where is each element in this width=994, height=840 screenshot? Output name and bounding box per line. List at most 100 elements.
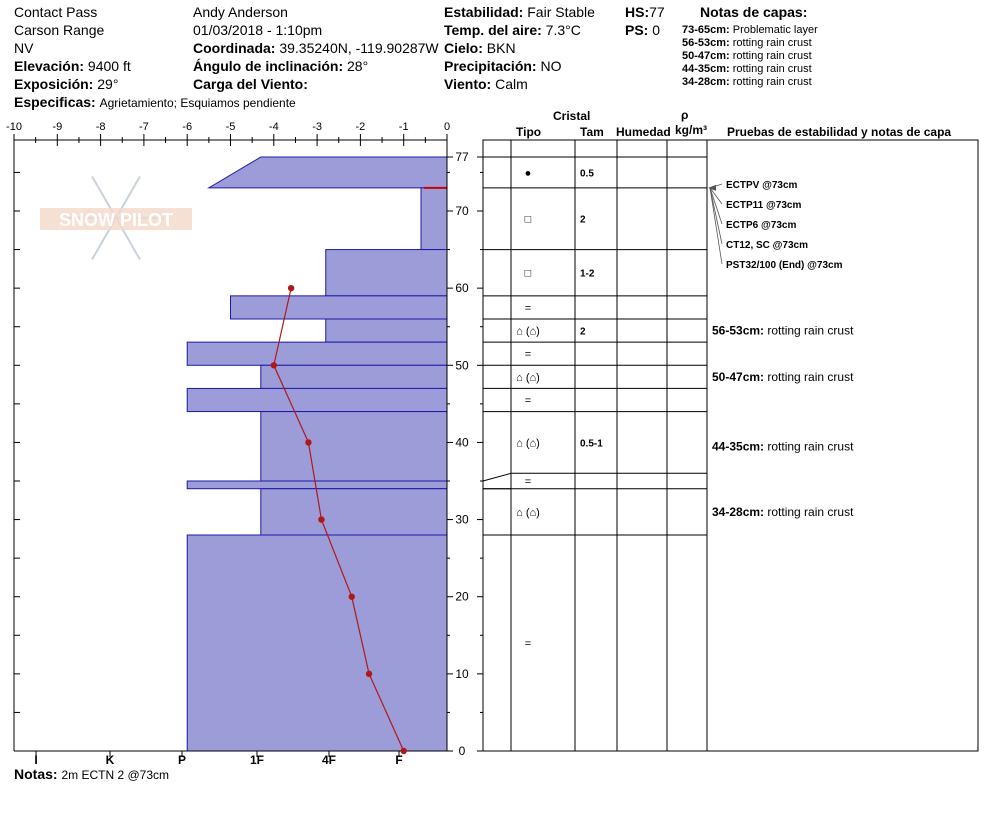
hardness-layer bbox=[260, 364, 448, 389]
layer-crystal-type: = bbox=[525, 638, 531, 650]
col-type: Tipo bbox=[516, 125, 542, 139]
temp-tick-label: -10 bbox=[6, 121, 22, 133]
stability: Estabilidad: Fair Stable bbox=[444, 4, 595, 20]
layer-crystal-type: ⌂ (⌂) bbox=[516, 372, 540, 384]
precipitation: Precipitación: NO bbox=[444, 58, 562, 74]
layer-comment: 34-28cm: rotting rain crust bbox=[712, 505, 854, 519]
stability-test: ECTP11 @73cm bbox=[726, 200, 801, 211]
observer: Andy Anderson bbox=[193, 4, 288, 20]
stability-test-arrow bbox=[709, 187, 723, 245]
hardness-tick-label: F bbox=[395, 753, 402, 767]
temp-tick-label: -1 bbox=[399, 121, 409, 133]
col-rho: ρ bbox=[681, 108, 689, 122]
layer-note: 50-47cm: rotting rain crust bbox=[682, 50, 812, 62]
temp-tick-label: -4 bbox=[269, 121, 279, 133]
col-moisture: Humedad bbox=[616, 125, 671, 139]
layer-crystal-type: ⌂ (⌂) bbox=[516, 437, 540, 449]
sky: Cielo: BKN bbox=[444, 40, 516, 56]
penetration: PS: 0 bbox=[625, 22, 661, 38]
depth-tick-label: 0 bbox=[459, 744, 466, 758]
datetime: 01/03/2018 - 1:10pm bbox=[193, 22, 323, 38]
temp-tick-label: -5 bbox=[226, 121, 236, 133]
aspect: Exposición: 29° bbox=[14, 76, 119, 92]
hardness-layer bbox=[186, 387, 448, 413]
location: Contact Pass bbox=[14, 4, 98, 20]
specifics: Especificas: Agrietamiento; Esquiamos pe… bbox=[14, 94, 296, 110]
layer-crystal-size: 2 bbox=[580, 327, 586, 338]
depth-tick-label: 77 bbox=[455, 150, 469, 164]
depth-tick-label: 60 bbox=[455, 281, 469, 295]
layer-crystal-size: 1-2 bbox=[580, 269, 595, 280]
layer-crystal-type: = bbox=[525, 349, 531, 361]
coordinate: Coordinada: 39.35240N, -119.90287W bbox=[193, 40, 439, 56]
layer-comment: 56-53cm: rotting rain crust bbox=[712, 324, 854, 338]
slope-angle: Ángulo de inclinación: 28° bbox=[193, 58, 369, 74]
layer-comment: 50-47cm: rotting rain crust bbox=[712, 370, 854, 384]
air-temperature: Temp. del aire: 7.3°C bbox=[444, 22, 581, 38]
temp-tick-label: 0 bbox=[444, 121, 450, 133]
hardness-tick-label: 1F bbox=[250, 753, 264, 767]
hardness-tick-label: K bbox=[106, 753, 115, 767]
depth-tick-label: 20 bbox=[455, 590, 469, 604]
stability-test: PST32/100 (End) @73cm bbox=[726, 260, 843, 271]
stability-test-arrow bbox=[709, 187, 723, 225]
stability-test-arrow bbox=[709, 187, 723, 265]
hardness-layer bbox=[325, 318, 448, 343]
temp-tick-label: -2 bbox=[356, 121, 366, 133]
hardness-layer bbox=[260, 488, 448, 536]
layer-note: 73-65cm: Problematic layer bbox=[682, 24, 818, 36]
depth-tick-label: 30 bbox=[455, 513, 469, 527]
temp-tick-label: -9 bbox=[52, 121, 62, 133]
stability-test: ECTP6 @73cm bbox=[726, 220, 796, 231]
state: NV bbox=[14, 40, 34, 56]
hardness-layer bbox=[186, 480, 448, 490]
temperature-point bbox=[305, 439, 312, 446]
temperature-point bbox=[348, 593, 355, 600]
stability-test-arrow bbox=[709, 187, 723, 205]
hardness-layer bbox=[186, 534, 448, 752]
depth-tick-label: 50 bbox=[455, 358, 469, 372]
snow-height: HS:77 bbox=[625, 4, 665, 20]
hardness-tick-label: P bbox=[178, 753, 186, 767]
layer-crystal-type: = bbox=[525, 302, 531, 314]
layer-table-frame bbox=[482, 139, 979, 752]
hardness-layer bbox=[325, 249, 448, 297]
col-crystal: Cristal bbox=[553, 109, 591, 123]
layer-crystal-size: 2 bbox=[580, 215, 586, 226]
layer-crystal-type: = bbox=[525, 395, 531, 407]
layer-crystal-type: ⌂ (⌂) bbox=[516, 507, 540, 519]
layer-comment: 44-35cm: rotting rain crust bbox=[712, 439, 854, 453]
col-density-unit: kg/m³ bbox=[675, 123, 708, 137]
hardness-layer bbox=[207, 156, 448, 189]
temperature-point bbox=[270, 362, 277, 369]
wind-load: Carga del Viento: bbox=[193, 76, 308, 92]
logo-text: SNOW PILOT bbox=[59, 210, 173, 230]
hardness-layer bbox=[420, 187, 448, 251]
layer-note: 56-53cm: rotting rain crust bbox=[682, 37, 812, 49]
layer-notes-title: Notas de capas: bbox=[700, 4, 808, 20]
depth-tick-label: 40 bbox=[455, 435, 469, 449]
layer-note: 44-35cm: rotting rain crust bbox=[682, 63, 812, 75]
notes: Notas: 2m ECTN 2 @73cm bbox=[14, 766, 169, 782]
layer-crystal-type: = bbox=[525, 476, 531, 488]
hardness-layer bbox=[186, 341, 448, 366]
depth-tick-label: 70 bbox=[455, 204, 469, 218]
depth-connector bbox=[482, 472, 512, 482]
temp-tick-label: -3 bbox=[312, 121, 322, 133]
depth-tick-label: 10 bbox=[455, 667, 469, 681]
temperature-point bbox=[400, 747, 407, 755]
hardness-layer bbox=[230, 295, 448, 320]
stability-test: ECTPV @73cm bbox=[726, 180, 798, 191]
temp-tick-label: -8 bbox=[96, 121, 106, 133]
col-tests: Pruebas de estabilidad y notas de capa bbox=[727, 125, 952, 139]
layer-crystal-type: ⌂ (⌂) bbox=[516, 326, 540, 338]
temp-tick-label: -7 bbox=[139, 121, 149, 133]
layer-crystal-size: 0.5-1 bbox=[580, 438, 603, 449]
layer-note: 34-28cm: rotting rain crust bbox=[682, 76, 812, 88]
temperature-point bbox=[365, 670, 373, 678]
stability-arrow-head bbox=[708, 184, 716, 191]
layer-crystal-type: □ bbox=[525, 214, 532, 226]
layer-crystal-type: ● bbox=[525, 167, 532, 179]
wind: Viento: Calm bbox=[444, 76, 528, 92]
